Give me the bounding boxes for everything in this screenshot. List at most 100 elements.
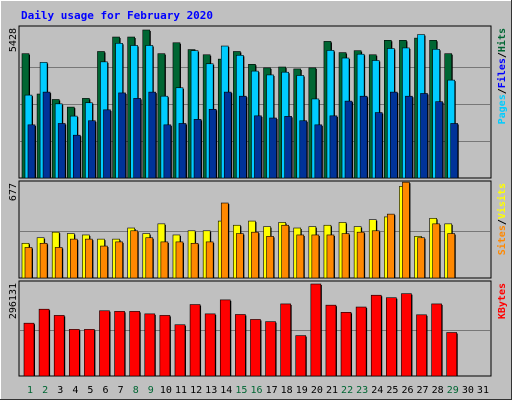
bar-pages-day-4 [72, 134, 81, 179]
bar-sites-day-3 [54, 247, 63, 279]
bar-pages-day-13 [208, 108, 217, 179]
bar-pages-day-28 [435, 101, 443, 179]
legend-entry: / [497, 219, 508, 225]
legend-entry: Sites [496, 225, 508, 255]
day-label-8: 8 [133, 385, 139, 396]
bar-sites-day-19 [296, 234, 305, 279]
bar-pages-day-12 [193, 119, 202, 179]
day-label-28: 28 [432, 385, 444, 396]
legend: Sites/Visits [496, 183, 508, 255]
legend-entry: KBytes [497, 283, 508, 319]
day-label-25: 25 [386, 385, 398, 396]
bar-pages-day-25 [390, 91, 398, 179]
bar-kbytes-day-19 [295, 335, 307, 377]
bar-kbytes-day-11 [174, 324, 186, 377]
day-label-16: 16 [250, 385, 262, 396]
panels: 5428Pages/Files/Hits677Sites/Visits29613… [8, 25, 508, 377]
day-label-30: 30 [462, 385, 474, 396]
bar-kbytes-day-1 [23, 322, 35, 377]
bar-pages-day-23 [359, 95, 368, 179]
day-label-29: 29 [447, 385, 459, 396]
bar-sites-day-27 [417, 237, 425, 279]
legend: Pages/Files/Hits [496, 28, 508, 124]
day-label-20: 20 [311, 385, 323, 396]
bar-sites-day-25 [387, 213, 395, 279]
bar-pages-day-20 [314, 124, 323, 179]
bar-pages-day-11 [178, 123, 187, 179]
bar-sites-day-21 [326, 234, 335, 279]
bar-kbytes-day-25 [386, 297, 397, 377]
bar-kbytes-day-26 [401, 293, 412, 377]
day-axis: 1 2 3 4 5 6 7 8 9 10 11 12 13 14 15 16 17 18 19 20 21 22 23 24 2… [27, 385, 489, 396]
bar-sites-day-28 [432, 223, 440, 279]
panel-3: 296131 KBytes [8, 280, 508, 377]
day-label-31: 31 [477, 385, 489, 396]
day-label-26: 26 [401, 385, 413, 396]
bar-kbytes-day-4 [68, 329, 80, 377]
day-label-12: 12 [190, 385, 202, 396]
bar-pages-day-3 [57, 123, 66, 179]
bar-kbytes-day-13 [204, 313, 216, 377]
bar-sites-day-17 [266, 236, 274, 279]
bar-sites-day-10 [160, 241, 169, 279]
bar-kbytes-day-28 [431, 303, 442, 377]
bar-sites-day-9 [145, 237, 154, 279]
bar-pages-day-1 [27, 124, 36, 179]
y-max-label: 5428 [8, 28, 19, 52]
bar-sites-day-13 [205, 241, 214, 279]
legend-entry: Pages [497, 94, 508, 124]
day-label-6: 6 [103, 385, 109, 396]
bar-kbytes-day-14 [219, 299, 231, 377]
bar-sites-day-6 [100, 245, 108, 279]
bar-kbytes-day-7 [114, 311, 125, 377]
day-label-14: 14 [220, 385, 232, 396]
bar-sites-day-20 [311, 234, 320, 279]
bar-kbytes-day-16 [250, 319, 261, 377]
bar-pages-day-19 [299, 120, 308, 179]
bar-kbytes-day-15 [235, 314, 246, 377]
bar-sites-day-2 [39, 242, 48, 279]
bar-sites-day-4 [69, 238, 78, 279]
bar-sites-day-14 [220, 202, 229, 279]
bar-sites-day-15 [236, 233, 244, 279]
bar-kbytes-day-27 [416, 314, 427, 377]
bar-pages-day-17 [269, 117, 277, 179]
day-label-15: 15 [235, 385, 247, 396]
bar-pages-day-24 [374, 112, 383, 179]
day-label-17: 17 [266, 385, 278, 396]
bar-sites-day-26 [402, 181, 410, 279]
y-max-label: 296131 [8, 283, 19, 319]
bar-pages-day-6 [103, 109, 111, 179]
panel-2: 677 Sites/Visits [8, 180, 508, 279]
bar-pages-day-15 [239, 95, 247, 179]
bar-pages-day-2 [42, 91, 51, 179]
bar-kbytes-day-23 [355, 306, 367, 377]
legend-entry: Visits [496, 183, 508, 219]
bar-pages-day-21 [329, 115, 338, 179]
bar-kbytes-day-9 [144, 313, 156, 377]
day-label-27: 27 [417, 385, 429, 396]
legend-entry: / [497, 52, 508, 58]
bar-kbytes-day-22 [340, 312, 352, 377]
legend-entry: Files [496, 58, 508, 88]
bar-sites-day-18 [281, 224, 289, 279]
bar-sites-day-23 [356, 231, 365, 279]
bar-kbytes-day-6 [99, 310, 110, 377]
bar-pages-day-26 [405, 95, 413, 179]
bar-sites-day-16 [251, 231, 259, 279]
bar-pages-day-27 [420, 93, 428, 179]
bar-pages-day-22 [344, 100, 353, 179]
chart-title: Daily usage for February 2020 [21, 9, 213, 22]
bar-sites-day-5 [85, 238, 93, 279]
bar-sites-day-22 [341, 233, 350, 279]
bar-pages-day-18 [284, 116, 292, 179]
bar-kbytes-day-17 [265, 321, 276, 377]
bar-pages-day-5 [88, 120, 96, 179]
day-label-7: 7 [118, 385, 124, 396]
bar-pages-day-16 [254, 115, 262, 179]
bar-kbytes-day-5 [84, 329, 95, 377]
bar-sites-day-12 [190, 242, 199, 279]
bar-kbytes-day-20 [310, 283, 322, 377]
bar-kbytes-day-2 [38, 308, 50, 377]
